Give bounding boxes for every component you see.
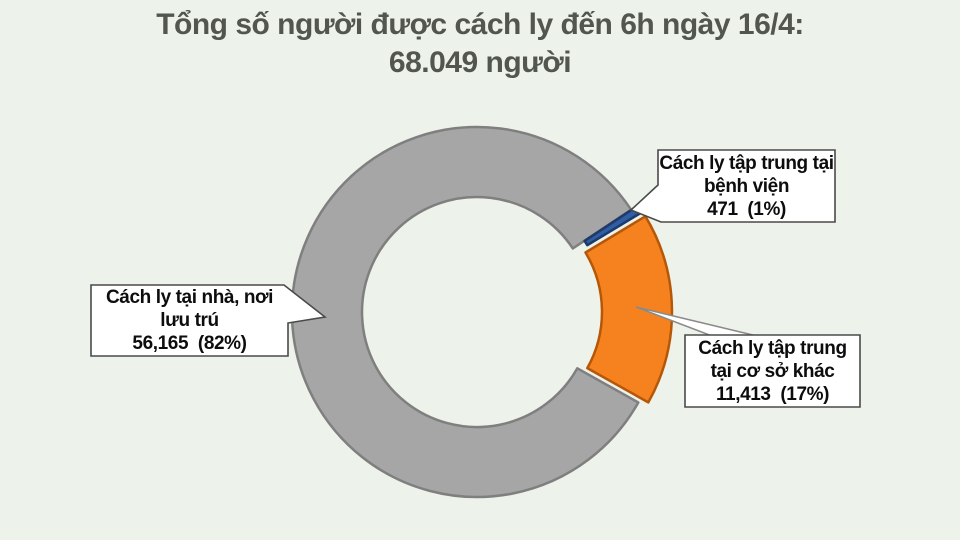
pie-segment-home	[290, 125, 640, 499]
callout-home-value: 56,165 (82%)	[132, 333, 247, 354]
donut-segments	[290, 125, 674, 499]
chart-title: Tổng số người được cách ly đến 6h ngày 1…	[0, 6, 960, 82]
chart-title-line2: 68.049 người	[388, 46, 572, 79]
callout-other-line2: tại cơ sở khác	[710, 360, 835, 382]
callout-other-value: 11,413 (17%)	[715, 383, 830, 405]
callout-hospital-value: 471 (1%)	[707, 198, 786, 220]
callout-other-line1: Cách ly tập trung	[698, 337, 847, 359]
pie-segment-other	[584, 215, 674, 404]
callout-other-label: Cách ly tập trung tại cơ sở khác 11,413 …	[685, 335, 860, 407]
callout-home-line2: lưu trú	[160, 310, 219, 331]
callout-home-label: Cách ly tại nhà, nơi lưu trú 56,165 (82%…	[91, 285, 288, 356]
chart-title-line1: Tổng số người được cách ly đến 6h ngày 1…	[156, 8, 804, 41]
callout-home-line1: Cách ly tại nhà, nơi	[105, 287, 274, 308]
callout-hospital-line1: Cách ly tập trung tại	[659, 152, 834, 174]
callout-other-balloon	[684, 334, 861, 408]
callout-hospital-balloon	[629, 149, 836, 223]
callout-hospital-label: Cách ly tập trung tại bệnh viện 471 (1%)	[658, 150, 835, 222]
callout-hospital-line2: bệnh viện	[703, 175, 790, 197]
callout-home-balloon	[90, 284, 327, 357]
